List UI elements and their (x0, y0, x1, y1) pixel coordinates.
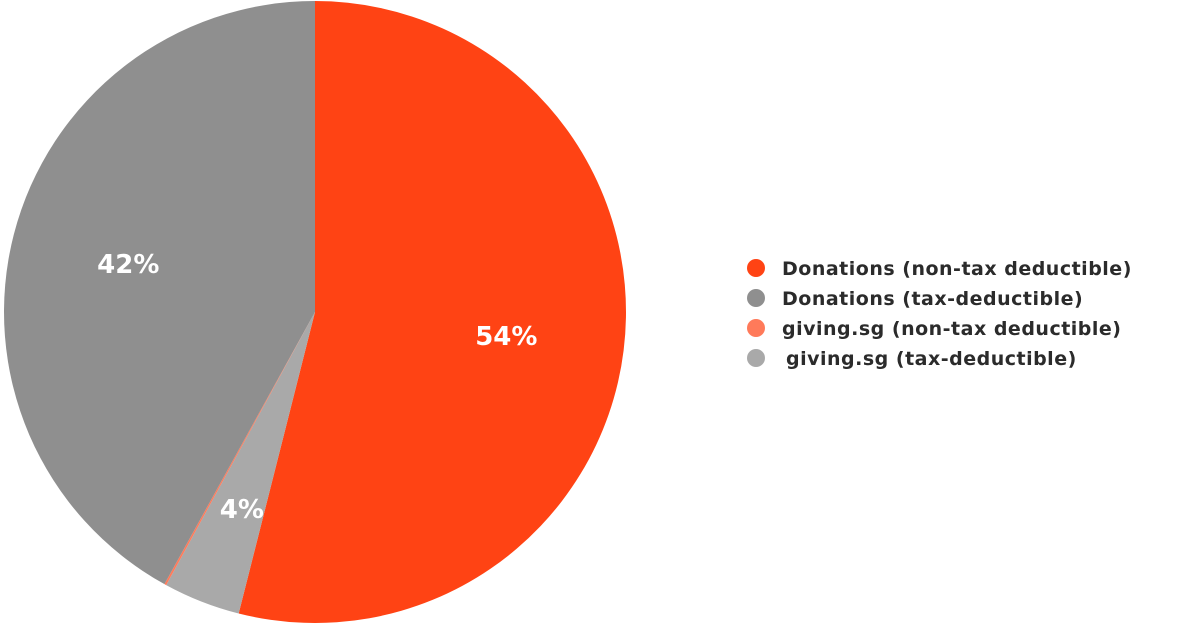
legend-marker (747, 349, 765, 367)
pie-slice-label: 54% (475, 322, 537, 352)
legend-label: Donations (tax-deductible) (782, 288, 1083, 310)
legend-label: giving.sg (tax-deductible) (786, 348, 1077, 370)
pie-slices (4, 1, 627, 623)
legend-marker (747, 259, 765, 277)
pie-slice (166, 312, 315, 614)
pie-slice (164, 312, 315, 586)
legend-label: giving.sg (non-tax deductible) (782, 318, 1121, 340)
legend-label: Donations (non-tax deductible) (782, 258, 1132, 280)
pie-slice (238, 1, 627, 623)
pie-slice-label: 4% (220, 495, 264, 525)
legend-marker (747, 319, 765, 337)
pie-slice-label: 42% (97, 250, 159, 280)
legend-marker (747, 289, 765, 307)
pie-slice-labels: 54% 4% 42% (97, 250, 537, 525)
legend: Donations (non-tax deductible) Donations … (747, 258, 1132, 370)
pie-slice (4, 1, 315, 585)
